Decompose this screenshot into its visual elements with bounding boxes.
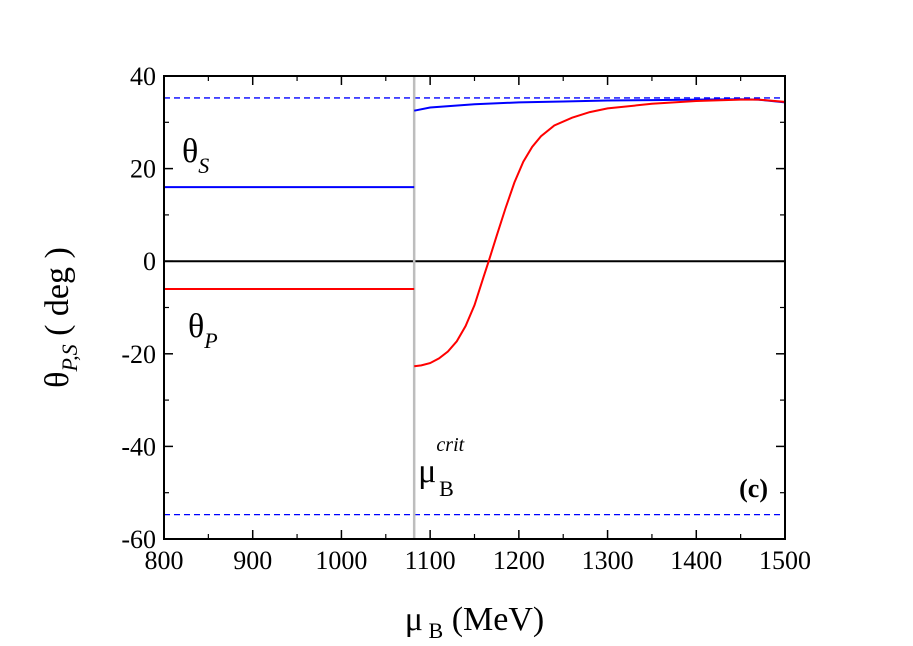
x-tick-label: 1400 — [670, 546, 722, 575]
y-tick-label: -20 — [121, 340, 156, 369]
critical-mu-label: μcrit B — [418, 434, 464, 501]
y-tick-label: 0 — [143, 247, 156, 276]
labels: μ B (MeV) θP,S ( deg ) θS θP μcrit B (c) — [39, 133, 768, 643]
y-tick-label: 40 — [130, 62, 156, 91]
x-tick-label: 1200 — [493, 546, 545, 575]
axis-ticks: 800 900 1000 1100 1200 1300 1400 1500 -60 -40 -20 0… — [121, 62, 811, 575]
y-axis-title: θP,S ( deg ) — [39, 247, 82, 388]
x-tick-label: 800 — [145, 546, 184, 575]
x-tick-label: 1500 — [759, 546, 811, 575]
y-tick-label: -40 — [121, 432, 156, 461]
reference-lines — [164, 76, 785, 539]
series-label-theta-p: θP — [188, 308, 218, 353]
series-line-theta-p — [414, 98, 786, 368]
x-axis-title: μ B (MeV) — [405, 601, 544, 643]
x-tick-label: 1000 — [315, 546, 367, 575]
x-tick-label: 1300 — [582, 546, 634, 575]
x-tick-label: 900 — [233, 546, 272, 575]
panel-label: (c) — [739, 474, 768, 503]
y-tick-label: 20 — [130, 155, 156, 184]
series-layer — [164, 98, 786, 368]
x-tick-label: 1100 — [405, 546, 456, 575]
y-tick-label: -60 — [121, 525, 156, 554]
series-label-theta-s: θS — [182, 133, 209, 178]
